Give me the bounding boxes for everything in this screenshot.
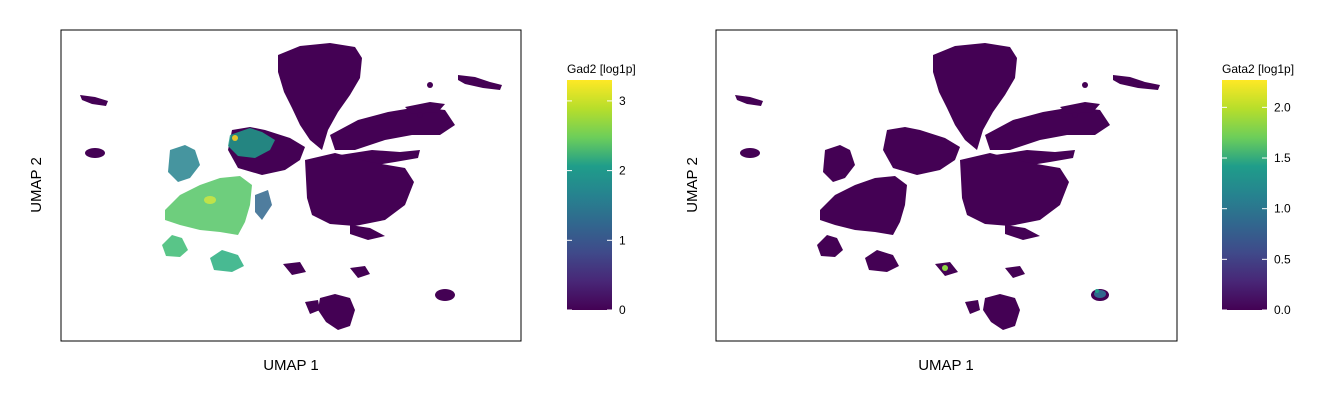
high-expression-lower	[162, 235, 188, 257]
cluster-center-tail	[350, 225, 385, 240]
cluster-arm-upper-right	[330, 107, 455, 150]
high-expression-left	[168, 145, 200, 182]
y-axis-title: UMAP 2	[684, 157, 701, 213]
cluster-top	[933, 43, 1017, 150]
y-axis-title: UMAP 2	[28, 157, 45, 213]
cluster-arm-upper-right	[985, 107, 1110, 150]
cluster-far-left	[85, 148, 105, 158]
cluster-far-right	[1113, 75, 1160, 90]
cluster-far-left	[740, 148, 760, 158]
high-expression-spot-3	[1095, 289, 1099, 293]
cluster-bottom	[318, 294, 355, 330]
colorbar-tick-label: 0	[619, 303, 626, 317]
cluster-center	[305, 153, 414, 226]
high-expression-spot	[942, 265, 948, 271]
cluster-lower-right	[350, 266, 370, 278]
colorbar-tick-label: 1.5	[1274, 151, 1291, 165]
colorbar-tick-label: 3	[619, 94, 626, 108]
expression-overlay	[162, 128, 275, 272]
cluster-dot-a	[427, 82, 433, 88]
high-expression-bottom	[210, 250, 244, 272]
colorbar-ticks: 0 1 2 3	[567, 94, 626, 317]
cluster-right-strip	[405, 102, 445, 114]
high-expression-upper	[228, 128, 275, 158]
high-expression-peak-2	[204, 196, 216, 204]
colorbar-title: Gad2 [log1p]	[567, 62, 636, 76]
cluster-lower-mid	[283, 262, 306, 275]
cluster-lower-right	[1005, 266, 1025, 278]
colorbar-tick-label: 2.0	[1274, 100, 1291, 114]
cluster-left-body	[883, 127, 960, 175]
umap-clusters	[735, 43, 1160, 330]
x-axis-title: UMAP 1	[918, 357, 974, 374]
colorbar-tick-label: 1	[619, 233, 626, 247]
colorbar-gad2: Gad2 [log1p] 0 1 2 3	[567, 62, 636, 317]
cluster-far-left-strip	[735, 95, 763, 106]
cluster-far-right	[458, 75, 502, 90]
cluster-center	[960, 153, 1069, 226]
cluster-right-strip	[1060, 102, 1100, 114]
high-expression-main	[165, 176, 252, 235]
cluster-left-main	[820, 176, 907, 235]
x-axis-title: UMAP 1	[263, 357, 319, 374]
panel-gad2: UMAP 1 UMAP 2 Gad2 [log1p] 0 1 2 3	[28, 29, 636, 374]
expression-overlay	[942, 265, 1106, 298]
colorbar-tick-label: 0.0	[1274, 303, 1291, 317]
panel-gata2: UMAP 1 UMAP 2 Gata2 [log1p] 0.0 0.5 1.0 1.5…	[684, 29, 1294, 374]
cluster-left-bottom	[865, 250, 899, 272]
cluster-dot-b	[1072, 112, 1078, 118]
cluster-far-right-bottom	[435, 289, 455, 301]
cluster-dot-a	[1082, 82, 1088, 88]
colorbar-tick-label: 1.0	[1274, 202, 1291, 216]
colorbar-tick-label: 0.5	[1274, 252, 1291, 266]
colorbar-ticks: 0.0 0.5 1.0 1.5 2.0	[1222, 100, 1291, 317]
cluster-bottom-small	[965, 300, 980, 314]
high-expression-mid	[255, 190, 272, 220]
cluster-far-left-strip	[80, 95, 108, 106]
cluster-left-wing	[823, 145, 855, 182]
cluster-left-lower	[817, 235, 843, 257]
colorbar-gradient	[567, 80, 612, 310]
colorbar-tick-label: 2	[619, 164, 626, 178]
cluster-bottom-small	[305, 300, 320, 314]
cluster-bottom	[983, 294, 1020, 330]
cluster-top	[278, 43, 362, 150]
colorbar-gata2: Gata2 [log1p] 0.0 0.5 1.0 1.5 2.0	[1222, 62, 1294, 317]
colorbar-title: Gata2 [log1p]	[1222, 62, 1294, 76]
high-expression-peak	[232, 135, 238, 141]
colorbar-gradient	[1222, 80, 1267, 310]
cluster-dot-b	[417, 112, 423, 118]
cluster-center-tail	[1005, 225, 1040, 240]
